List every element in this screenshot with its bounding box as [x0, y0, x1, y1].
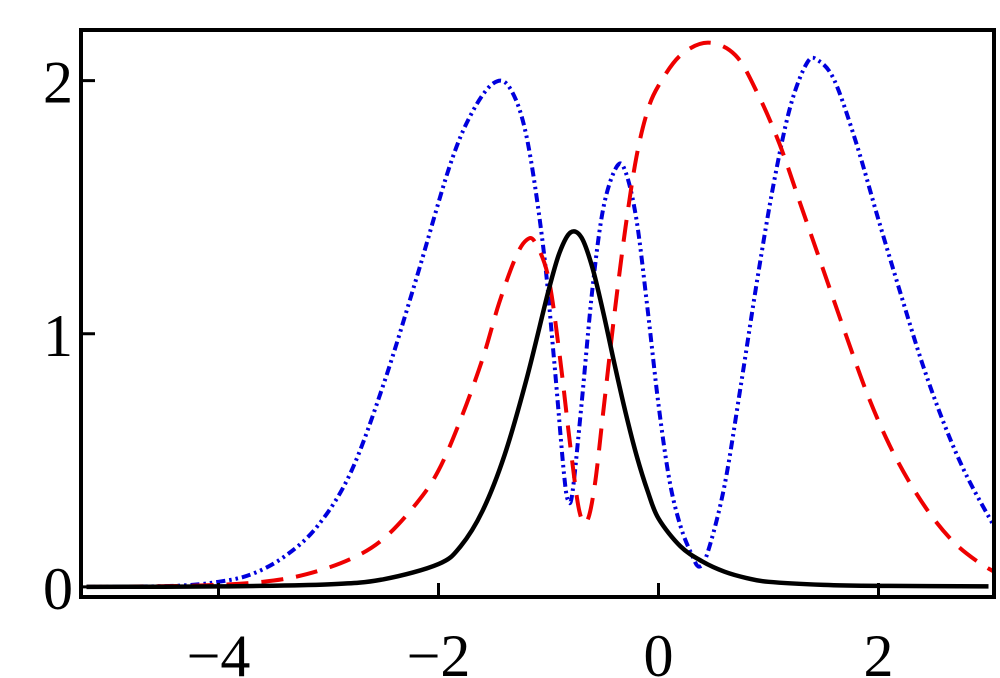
series-line-dashed [86, 40, 994, 589]
axes-layer: −4 −2 0 2 0 1 2 [43, 28, 996, 678]
x-tick-label: 2 [864, 623, 894, 678]
series-layer [86, 40, 994, 590]
y-tick-label: 1 [43, 303, 73, 369]
x-tick-label: 0 [644, 623, 674, 678]
x-tick-label: −2 [407, 623, 471, 678]
x-tick-label: −4 [187, 623, 251, 678]
y-tick-label: 0 [43, 556, 73, 622]
y-tick-label: 2 [43, 50, 73, 116]
series-line-dashdot [86, 55, 994, 589]
plot-frame [79, 28, 996, 599]
series-line-solid [86, 229, 989, 590]
